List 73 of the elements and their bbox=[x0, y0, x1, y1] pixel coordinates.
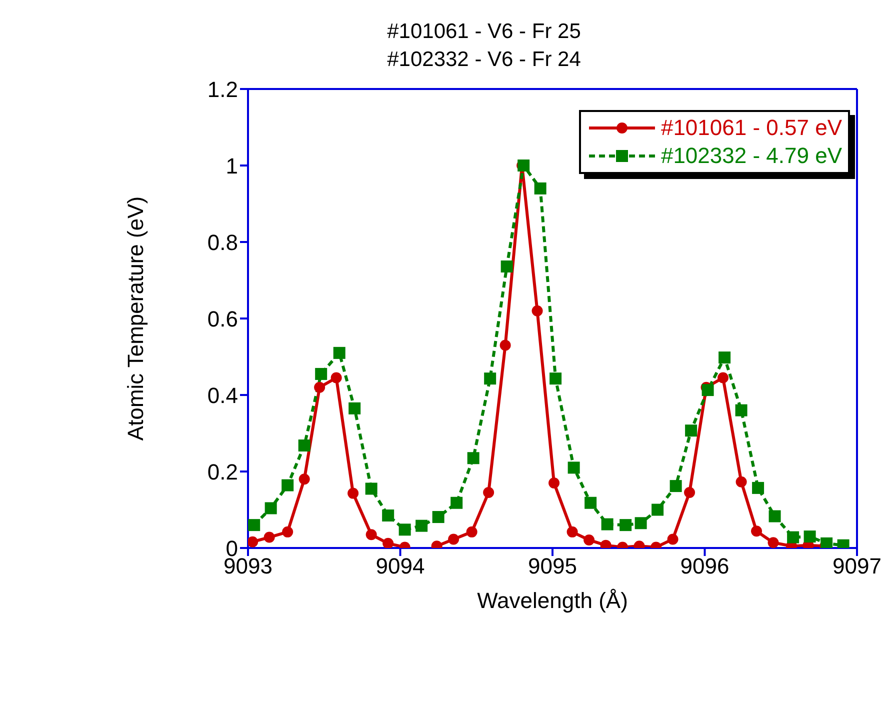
point bbox=[416, 520, 428, 532]
x-tick-label: 9094 bbox=[376, 554, 425, 579]
point bbox=[718, 372, 729, 384]
y-tick-label: 0.8 bbox=[207, 230, 238, 255]
point bbox=[500, 260, 513, 272]
y-axis-title: Atomic Temperature (eV) bbox=[122, 196, 148, 441]
chart-title: #101061 - V6 - Fr 25 bbox=[386, 19, 582, 45]
point bbox=[804, 530, 816, 543]
point bbox=[532, 305, 543, 316]
point bbox=[736, 476, 747, 488]
point bbox=[348, 488, 359, 499]
point bbox=[298, 474, 310, 485]
point bbox=[718, 352, 731, 364]
point bbox=[584, 496, 597, 509]
point bbox=[264, 502, 277, 514]
point bbox=[667, 534, 678, 545]
point bbox=[365, 482, 378, 495]
point bbox=[448, 534, 460, 545]
chart-subtitle: #102332 - V6 - Fr 24 bbox=[386, 47, 582, 73]
legend-label: #102332 - 4.79 eV bbox=[660, 142, 842, 170]
y-tick-label: 1.2 bbox=[207, 76, 238, 102]
point bbox=[670, 480, 682, 492]
point bbox=[601, 518, 614, 530]
y-tick-label: 0.2 bbox=[207, 459, 238, 484]
point bbox=[248, 519, 260, 532]
y-tick-label: 1 bbox=[226, 153, 238, 178]
point bbox=[450, 496, 463, 509]
point bbox=[702, 384, 714, 396]
point bbox=[684, 487, 696, 498]
point bbox=[315, 368, 328, 380]
point bbox=[820, 537, 833, 548]
point bbox=[652, 504, 664, 516]
point bbox=[483, 487, 494, 498]
point bbox=[366, 529, 377, 540]
point bbox=[382, 509, 394, 522]
point bbox=[264, 532, 275, 543]
point bbox=[768, 537, 779, 548]
point bbox=[333, 346, 346, 359]
point bbox=[382, 538, 394, 548]
point bbox=[484, 372, 496, 385]
point bbox=[787, 531, 800, 544]
point bbox=[620, 519, 632, 532]
point bbox=[466, 526, 478, 538]
point bbox=[751, 526, 762, 537]
point bbox=[348, 402, 361, 414]
point bbox=[735, 404, 748, 416]
point bbox=[248, 536, 258, 548]
point bbox=[550, 372, 562, 385]
x-axis-title: Wavelength (Å) bbox=[477, 588, 628, 613]
point bbox=[768, 510, 781, 522]
x-tick-label: 9096 bbox=[680, 554, 730, 579]
point bbox=[398, 524, 411, 536]
point bbox=[752, 482, 764, 494]
point bbox=[584, 534, 595, 546]
point bbox=[548, 477, 560, 488]
point bbox=[432, 511, 444, 524]
legend-label: #101061 - 0.57 eV bbox=[660, 114, 842, 142]
x-tick-label: 9095 bbox=[528, 554, 577, 579]
point bbox=[500, 340, 511, 351]
point bbox=[534, 182, 546, 194]
point bbox=[282, 526, 294, 538]
x-tick-label: 9097 bbox=[832, 554, 882, 579]
point bbox=[566, 526, 578, 538]
point bbox=[685, 424, 698, 437]
point bbox=[314, 382, 326, 393]
y-tick-label: 0.4 bbox=[207, 382, 238, 408]
point bbox=[467, 452, 480, 464]
point bbox=[330, 372, 342, 384]
point bbox=[282, 479, 294, 492]
y-tick-label: 0.6 bbox=[207, 306, 238, 332]
point bbox=[568, 462, 580, 474]
point bbox=[634, 517, 647, 530]
point bbox=[298, 439, 310, 452]
